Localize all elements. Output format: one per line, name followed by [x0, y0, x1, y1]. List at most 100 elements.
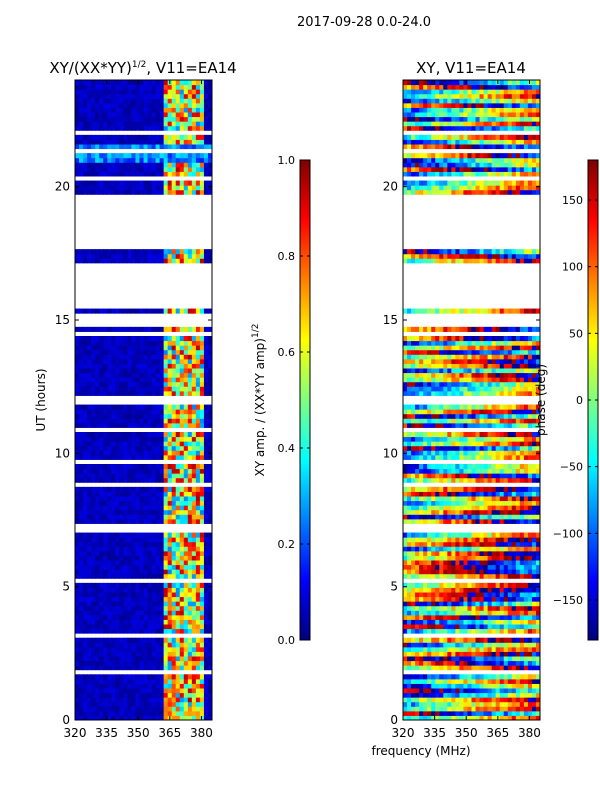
amplitude-cell	[191, 706, 197, 712]
phase-cell	[475, 592, 481, 598]
phase-cell	[503, 642, 509, 648]
amplitude-cell	[187, 706, 193, 712]
amplitude-cell	[183, 185, 189, 191]
amplitude-cell	[159, 582, 165, 588]
amplitude-cell	[79, 486, 84, 492]
amplitude-cell	[139, 144, 144, 150]
amplitude-cell	[195, 505, 201, 511]
amplitude-cell	[107, 688, 112, 694]
amplitude-cell	[175, 162, 181, 168]
amplitude-cell	[99, 550, 104, 556]
phase-cell	[459, 715, 464, 720]
amplitude-cell	[171, 592, 177, 598]
amplitude-cell	[87, 340, 92, 346]
amplitude-cell	[155, 496, 161, 502]
amplitude-cell	[195, 692, 201, 698]
amplitude-cell	[191, 486, 197, 492]
amplitude-cell	[171, 121, 177, 127]
amplitude-cell	[171, 477, 177, 483]
amplitude-cell	[123, 710, 128, 716]
amplitude-cell	[167, 614, 173, 620]
amplitude-cell	[127, 249, 132, 255]
phase-cell	[467, 656, 472, 662]
amplitude-cell	[75, 710, 80, 716]
amplitude-cell	[119, 596, 124, 602]
phase-cell	[511, 678, 517, 684]
amplitude-cell	[79, 468, 84, 474]
amplitude-cell	[199, 432, 205, 438]
amplitude-cell	[83, 404, 88, 410]
phase-cell	[507, 710, 513, 716]
phase-cell	[459, 688, 464, 694]
amplitude-cell	[119, 409, 124, 415]
amplitude-cell	[123, 258, 128, 264]
phase-cell	[511, 688, 517, 694]
amplitude-cell	[91, 358, 96, 364]
phase-cell	[491, 550, 497, 556]
amplitude-cell	[87, 153, 92, 159]
amplitude-cell	[119, 701, 124, 707]
amplitude-cell	[155, 509, 161, 515]
amplitude-cell	[131, 308, 136, 314]
phase-cell	[471, 697, 477, 703]
amplitude-cell	[195, 381, 201, 387]
amplitude-cell	[127, 171, 132, 177]
phase-cell	[403, 496, 408, 502]
amplitude-cell	[131, 514, 136, 520]
amplitude-cell	[111, 102, 116, 108]
amplitude-cell	[99, 518, 104, 524]
amplitude-cell	[139, 582, 144, 588]
phase-cell	[439, 697, 444, 703]
amplitude-cell	[203, 390, 209, 396]
amplitude-cell	[183, 116, 189, 122]
amplitude-cell	[195, 102, 201, 108]
amplitude-cell	[203, 596, 209, 602]
amplitude-cell	[187, 436, 193, 442]
phase-cell	[463, 505, 468, 511]
phase-cell	[459, 546, 464, 552]
amplitude-cell	[159, 505, 165, 511]
amplitude-cell	[171, 573, 177, 579]
amplitude-cell	[135, 555, 140, 561]
phase-cell	[523, 614, 529, 620]
phase-cell	[459, 592, 464, 598]
amplitude-cell	[171, 701, 177, 707]
amplitude-cell	[207, 144, 212, 150]
amplitude-cell	[111, 112, 116, 118]
phase-cell	[435, 601, 440, 607]
amplitude-cell	[151, 112, 157, 118]
amplitude-cell	[207, 509, 212, 515]
phase-cell	[483, 564, 489, 570]
amplitude-cell	[151, 582, 157, 588]
amplitude-cell	[115, 349, 120, 355]
amplitude-cell	[203, 706, 209, 712]
amplitude-cell	[159, 445, 165, 451]
amplitude-cell	[127, 706, 132, 712]
phase-cell	[455, 605, 460, 611]
phase-cell	[447, 587, 452, 593]
amplitude-cell	[131, 564, 136, 570]
phase-cell	[527, 610, 533, 616]
amplitude-cell	[195, 354, 201, 360]
amplitude-cell	[191, 345, 197, 351]
phase-cell	[415, 697, 420, 703]
amplitude-cell	[75, 596, 80, 602]
phase-cell	[419, 614, 424, 620]
amplitude-cell	[183, 134, 189, 140]
phase-cell	[439, 646, 444, 652]
amplitude-cell	[135, 189, 140, 195]
amplitude-cell	[83, 646, 88, 652]
amplitude-cell	[159, 473, 165, 479]
phase-cell	[419, 550, 424, 556]
amplitude-cell	[111, 253, 116, 259]
amplitude-cell	[75, 413, 80, 419]
phase-cell	[415, 610, 420, 616]
phase-cell	[467, 628, 472, 634]
amplitude-cell	[135, 688, 140, 694]
amplitude-cell	[147, 509, 153, 515]
amplitude-cell	[191, 308, 197, 314]
phase-cell	[499, 642, 505, 648]
amplitude-cell	[127, 454, 132, 460]
amplitude-cell	[111, 605, 116, 611]
amplitude-cell	[187, 89, 193, 95]
